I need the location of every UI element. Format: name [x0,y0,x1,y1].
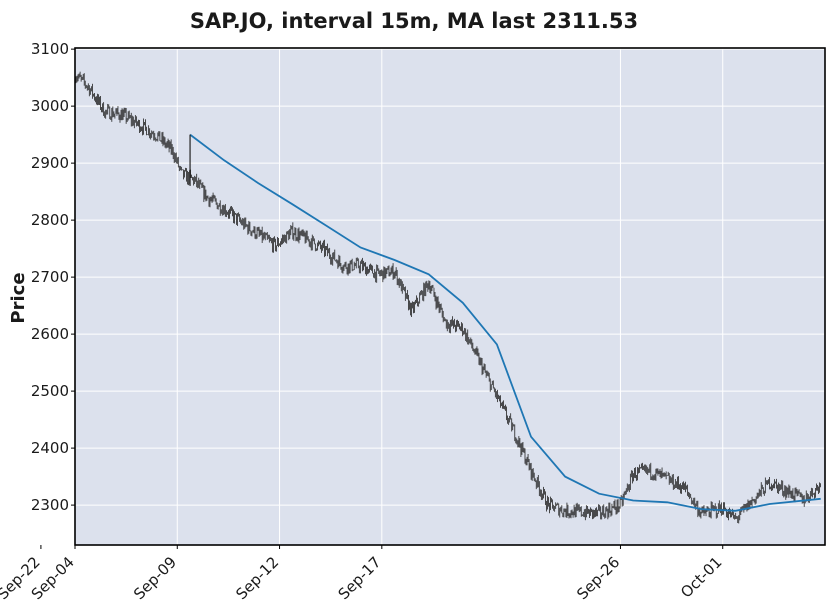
series-group [74,71,821,524]
plot-frame [74,47,826,546]
y-tick-label: 2900 [31,154,69,172]
moving-average-line [189,133,821,512]
y-tick-label: 2500 [31,382,69,400]
y-tick-label: 2600 [31,325,69,343]
x-tick-label: Sep-09 [130,553,180,603]
y-tick-label: 2800 [31,211,69,229]
x-tick-label: Sep-12 [232,553,282,603]
grid [40,48,825,545]
chart-title: SAP.JO, interval 15m, MA last 2311.53 [190,9,638,33]
x-tick-label: Oct-01 [677,553,725,601]
plot-area [75,48,825,545]
y-tick-label: 3100 [31,40,69,58]
y-tick-label: 2700 [31,268,69,286]
y-axis-label: Price [8,272,29,323]
y-axis: 2300 2400 2500 2600 2700 2800 2900 3000 3100 [31,40,75,514]
x-tick-label: Sep-26 [573,553,623,603]
x-tick-label: Sep-17 [335,553,385,603]
y-tick-label: 2300 [31,496,69,514]
y-tick-label: 3000 [31,97,69,115]
y-tick-label: 2400 [31,439,69,457]
